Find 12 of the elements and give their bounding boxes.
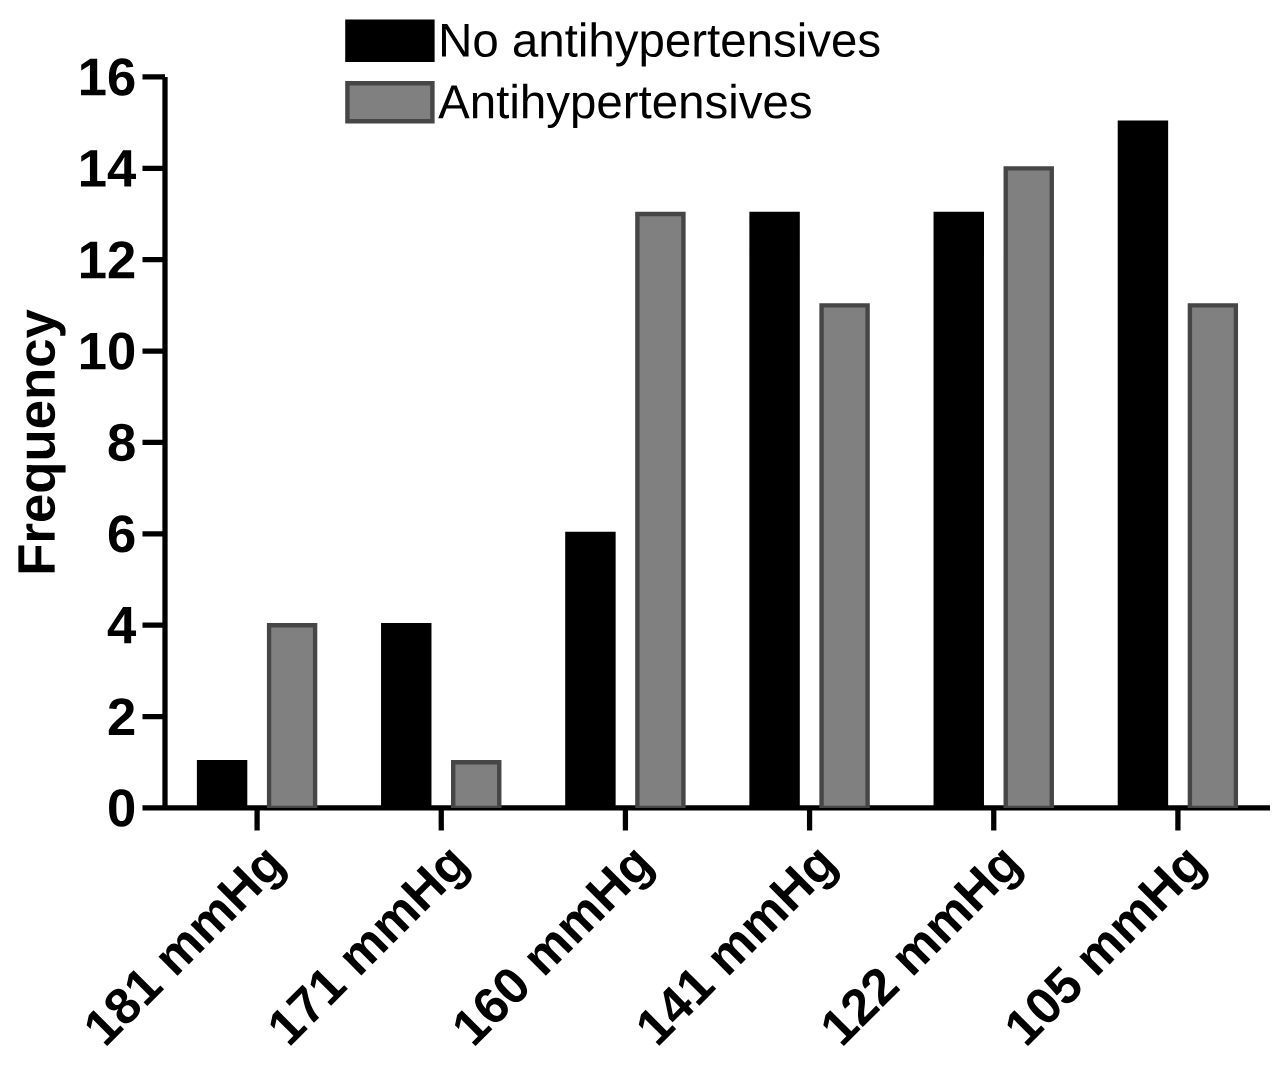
y-tick-label: 0 bbox=[109, 789, 135, 827]
y-axis-title: Frequency bbox=[18, 309, 66, 573]
y-tick-label: 2 bbox=[108, 698, 135, 736]
y-tick-label: 14 bbox=[80, 150, 137, 187]
y-tick-label: 6 bbox=[108, 515, 135, 553]
y-tick-label: 8 bbox=[108, 423, 135, 462]
y-tick-label: 4 bbox=[107, 607, 137, 644]
y-tick-label: 16 bbox=[80, 58, 135, 96]
legend-label: Antihypertensives bbox=[438, 83, 811, 128]
y-tick-label: 12 bbox=[80, 241, 135, 279]
y-tick-label: 10 bbox=[80, 332, 135, 370]
legend-label: No antihypertensives bbox=[442, 22, 880, 67]
